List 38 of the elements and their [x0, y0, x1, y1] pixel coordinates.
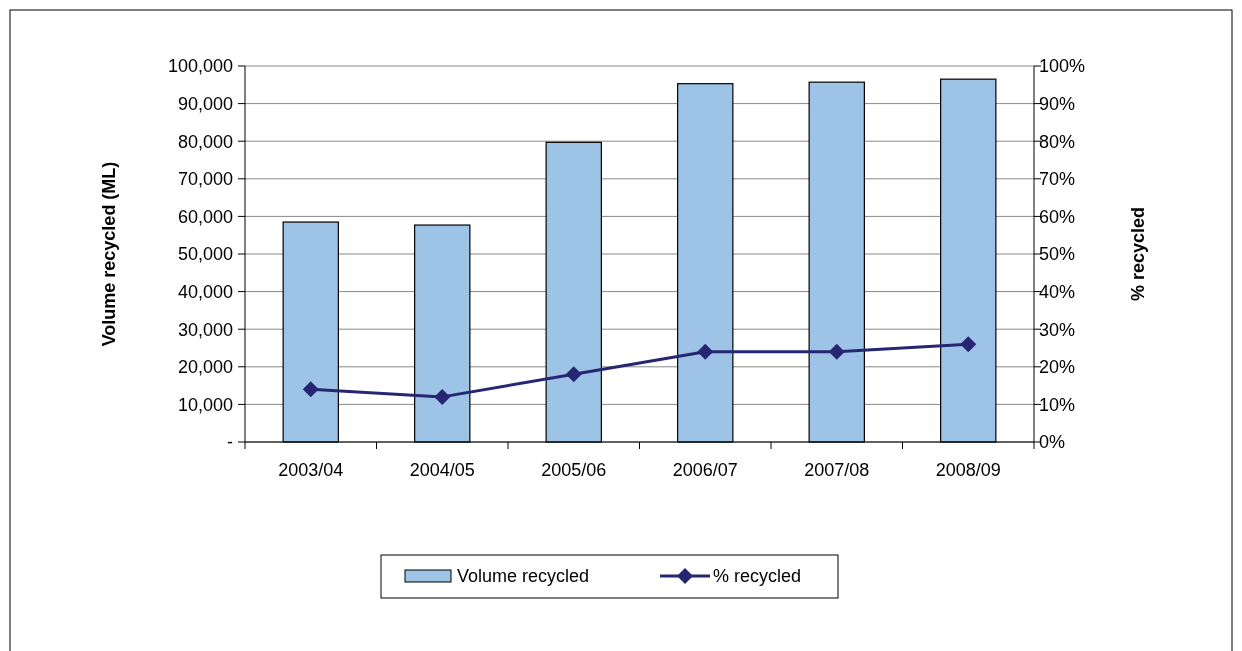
- point: [565, 366, 582, 383]
- x-tick-label: 2005/06: [541, 460, 607, 480]
- y-tick-label: -: [227, 432, 233, 453]
- point: [434, 388, 451, 405]
- y-tick-label: 90,000: [177, 93, 233, 114]
- y2-tick-label: 40%: [1039, 281, 1076, 302]
- point: [960, 336, 977, 353]
- y2-tick-label: 80%: [1039, 131, 1076, 152]
- legend-label: % recycled: [713, 566, 802, 587]
- y2-tick-label: 0%: [1039, 432, 1066, 453]
- legend-label: Volume recycled: [457, 566, 590, 587]
- y2-tick-label: 50%: [1039, 244, 1076, 265]
- y-tick-label: 40,000: [177, 281, 233, 302]
- y-tick-label: 100,000: [167, 56, 233, 77]
- y-tick-label: 70,000: [177, 169, 233, 190]
- y-tick-label: 60,000: [177, 206, 233, 227]
- y-tick-label: 80,000: [177, 131, 233, 152]
- y2-axis-title: % recycled: [1128, 206, 1148, 302]
- point: [828, 343, 845, 360]
- y2-tick-label: 10%: [1039, 394, 1076, 415]
- y2-tick-label: 70%: [1039, 169, 1076, 190]
- y2-tick-label: 60%: [1039, 206, 1076, 227]
- y2-tick-label: 30%: [1039, 319, 1076, 340]
- x-tick-label: 2006/07: [672, 460, 738, 480]
- y-tick-label: 20,000: [177, 357, 233, 378]
- y-tick-label: 50,000: [177, 244, 233, 265]
- y-tick-label: 30,000: [177, 319, 233, 340]
- y2-tick-label: 100%: [1039, 56, 1086, 77]
- x-tick-label: 2007/08: [804, 460, 870, 480]
- y-tick-label: 10,000: [177, 394, 233, 415]
- point: [697, 343, 714, 360]
- y2-tick-label: 20%: [1039, 357, 1076, 378]
- x-tick-label: 2004/05: [409, 460, 475, 480]
- y-axis-title: Volume recycled (ML): [99, 161, 119, 347]
- point: [302, 381, 319, 398]
- x-tick-label: 2008/09: [935, 460, 1001, 480]
- x-tick-label: 2003/04: [278, 460, 344, 480]
- y2-tick-label: 90%: [1039, 93, 1076, 114]
